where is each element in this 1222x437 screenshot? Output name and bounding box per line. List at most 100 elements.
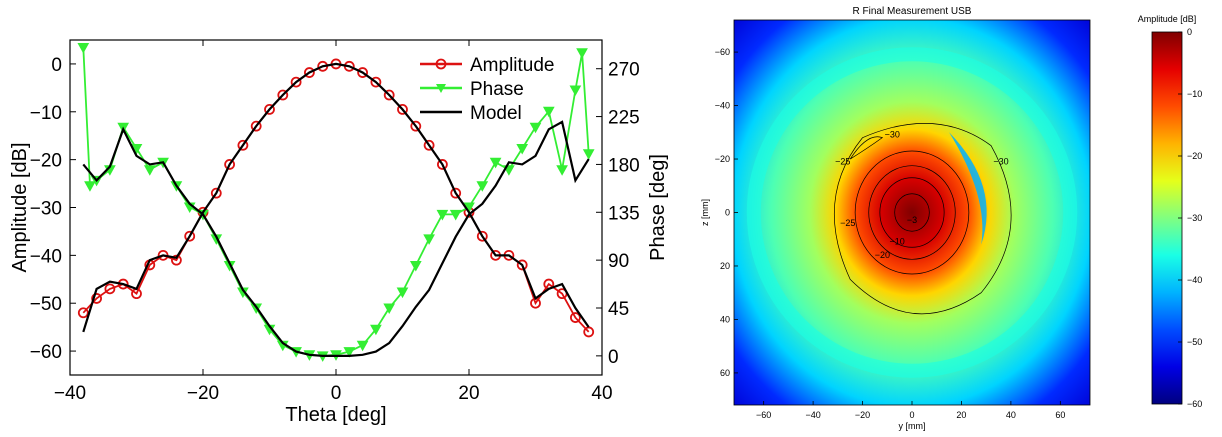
legend-label: Amplitude <box>470 55 555 76</box>
amplitude-point <box>237 139 249 151</box>
y-tick-label: −60 <box>30 342 62 363</box>
phase-point <box>383 303 396 315</box>
phase-point <box>84 181 96 192</box>
x-axis-label: Theta [deg] <box>285 404 386 426</box>
heatmap-x-tick-label: −20 <box>855 410 870 420</box>
heatmap-x-tick-label: 20 <box>956 410 966 420</box>
crescent-null <box>949 132 987 245</box>
contour-20db <box>868 165 956 260</box>
amplitude-point <box>77 307 89 319</box>
contour-label: −30 <box>885 130 900 140</box>
heatmap-y-tick-label: −20 <box>715 154 730 164</box>
amplitude-point <box>250 120 262 132</box>
legend-marker-circle <box>435 58 447 70</box>
y2-tick-label: 135 <box>608 203 640 224</box>
colorbar-tick-label: −50 <box>1187 337 1202 347</box>
amplitude-point <box>583 326 595 338</box>
phase-point <box>529 122 542 134</box>
phase-point <box>542 106 555 118</box>
x-tick-label: 20 <box>458 383 479 404</box>
phase-point <box>489 157 502 169</box>
colorbar-tick-label: −20 <box>1187 151 1202 161</box>
beam-heatmap-svg: −3−10−20−25−25−30−30−60 −40 −20 0 20 40 60−60−… <box>700 6 1202 431</box>
heatmap-y-tick-label: −40 <box>715 101 730 111</box>
amplitude-point <box>277 89 289 101</box>
y2-tick-label: 225 <box>608 108 640 129</box>
heatmap-y-tick-label: 60 <box>720 368 730 378</box>
amplitude-phase-svg: −40 −20 0 20 40 0 −10 −20 −30 −40 −50 −60 270 225 180 1… <box>9 39 669 426</box>
phase-point <box>576 48 588 59</box>
heatmap-overlay <box>746 47 1078 378</box>
heatmap-y-tick-label: −60 <box>715 47 730 57</box>
x-tick-label: −40 <box>54 383 86 404</box>
heatmap-x-tick-label: −60 <box>756 410 771 420</box>
heatmap-x-tick-label: 60 <box>1055 410 1065 420</box>
amplitude-point <box>357 67 369 78</box>
x-tick-label: −20 <box>187 383 219 404</box>
contour-label: −3 <box>907 215 917 225</box>
amplitude-point <box>450 187 462 199</box>
beam-heatmap-chart: −3 −10 −20 −25 −25 −30 −30 −60 −40 −20 0 20 40 60 −60−… <box>672 0 1222 432</box>
y2-tick-label: 270 <box>608 60 640 81</box>
amplitude-point <box>370 76 382 88</box>
y2-tick-label: 0 <box>608 347 619 368</box>
phase-point <box>436 209 449 221</box>
series-line-model <box>82 62 590 333</box>
amplitude-point <box>303 67 315 78</box>
y2-axis-label: Phase [deg] <box>647 154 669 261</box>
y-axis-label: Amplitude [dB] <box>9 142 31 272</box>
amplitude-point <box>104 283 116 295</box>
amplitude-point <box>476 230 488 242</box>
y-tick-label: 0 <box>51 55 62 76</box>
amplitude-point <box>410 120 422 132</box>
amplitude-point <box>383 89 395 101</box>
phase-point <box>423 234 435 245</box>
amplitude-point <box>516 259 528 271</box>
phase-point <box>370 324 382 336</box>
sidelobe-ring <box>746 47 1078 378</box>
y2-tick-label: 90 <box>608 251 629 272</box>
phase-point <box>143 165 156 176</box>
heatmap-y-tick-label: 0 <box>725 208 730 218</box>
colorbar-tick-label: −40 <box>1187 275 1202 285</box>
amplitude-point <box>290 76 302 88</box>
contour-label: −30 <box>993 156 1008 166</box>
phase-point <box>569 85 582 97</box>
amplitude-point <box>397 103 408 115</box>
y-tick-label: −40 <box>30 246 62 267</box>
heatmap-field <box>734 20 1090 405</box>
legend-label: Model <box>470 103 522 124</box>
heatmap-title: R Final Measurement USB <box>853 6 972 17</box>
contour-3db <box>894 193 930 232</box>
heatmap-y-tick-label: 40 <box>720 314 730 324</box>
heatmap-x-label: y [mm] <box>899 421 926 431</box>
series-line-model-phase <box>82 120 590 357</box>
amplitude-point <box>91 293 102 304</box>
contour-label: −10 <box>890 237 905 247</box>
phase-point <box>77 42 90 54</box>
heatmap-y-tick-label: 20 <box>720 261 730 271</box>
amplitude-point <box>170 254 182 266</box>
y-tick-label: −50 <box>30 294 62 315</box>
phase-point <box>449 209 462 221</box>
y-tick-label: −10 <box>30 103 62 124</box>
phase-point <box>343 347 356 358</box>
y-tick-label: −30 <box>30 199 62 220</box>
amplitude-point <box>210 187 222 199</box>
amplitude-phase-chart: −40 −20 0 20 40 0 −10 −20 −30 −40 −50 −60 270 225 180 1… <box>9 39 669 426</box>
contour-label: −25 <box>835 156 850 166</box>
contour-island <box>849 136 884 160</box>
heatmap-x-tick-label: −40 <box>805 410 820 420</box>
x-tick-label: 0 <box>331 383 342 404</box>
legend-marker-triangle <box>436 84 446 93</box>
colorbar-tick-label: −60 <box>1187 399 1202 409</box>
phase-point <box>396 287 409 299</box>
plot-frame <box>69 39 603 376</box>
legend-label: Phase <box>470 79 524 100</box>
amplitude-point <box>436 159 448 170</box>
y2-tick-label: 180 <box>608 155 640 176</box>
contour-10db <box>879 177 945 248</box>
phase-point <box>356 340 369 352</box>
contour-label: −20 <box>875 250 890 260</box>
heatmap-x-tick-label: 0 <box>909 410 914 420</box>
